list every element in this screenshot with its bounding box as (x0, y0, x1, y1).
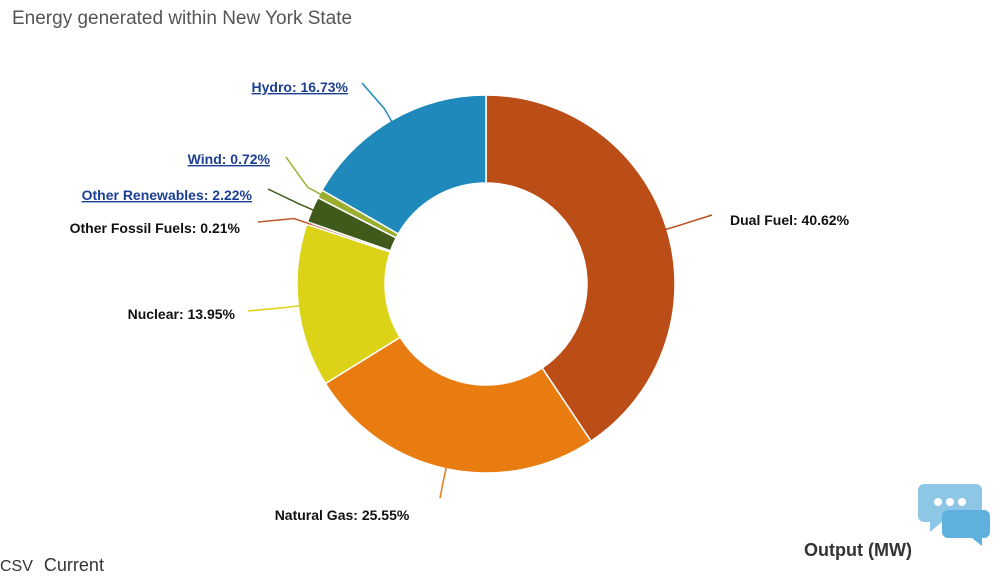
data-label-wind[interactable]: Wind: 0.72% (188, 151, 271, 167)
chat-bubbles-icon[interactable] (918, 480, 992, 551)
csv-download-link[interactable]: CSV (0, 558, 33, 575)
current-label: Current (43, 555, 104, 575)
leader-line-wind (285, 156, 324, 197)
leader-line-other-renewables (267, 188, 317, 212)
footer: CSV Current (0, 555, 104, 576)
data-label-dual-fuel: Dual Fuel: 40.62% (730, 212, 850, 228)
chart-title: Energy generated within New York State (12, 8, 353, 29)
slice-natural-gas[interactable] (324, 336, 593, 474)
slice-dual-fuel[interactable] (485, 94, 676, 443)
leader-line-dual-fuel (662, 214, 713, 231)
data-label-natural-gas: Natural Gas: 25.55% (275, 507, 410, 523)
leader-line-natural-gas (439, 464, 448, 499)
data-label-other-renewables[interactable]: Other Renewables: 2.22% (82, 187, 253, 203)
data-label-nuclear: Nuclear: 13.95% (128, 306, 236, 322)
leader-line-nuclear (247, 304, 303, 312)
slice-hydro[interactable] (320, 94, 487, 235)
leader-line-other-fossil-fuels (257, 217, 312, 226)
output-label: Output (MW) (804, 540, 912, 560)
data-label-hydro[interactable]: Hydro: 16.73% (252, 79, 349, 95)
leader-line-hydro (361, 82, 394, 125)
data-label-other-fossil-fuels: Other Fossil Fuels: 0.21% (70, 220, 241, 236)
